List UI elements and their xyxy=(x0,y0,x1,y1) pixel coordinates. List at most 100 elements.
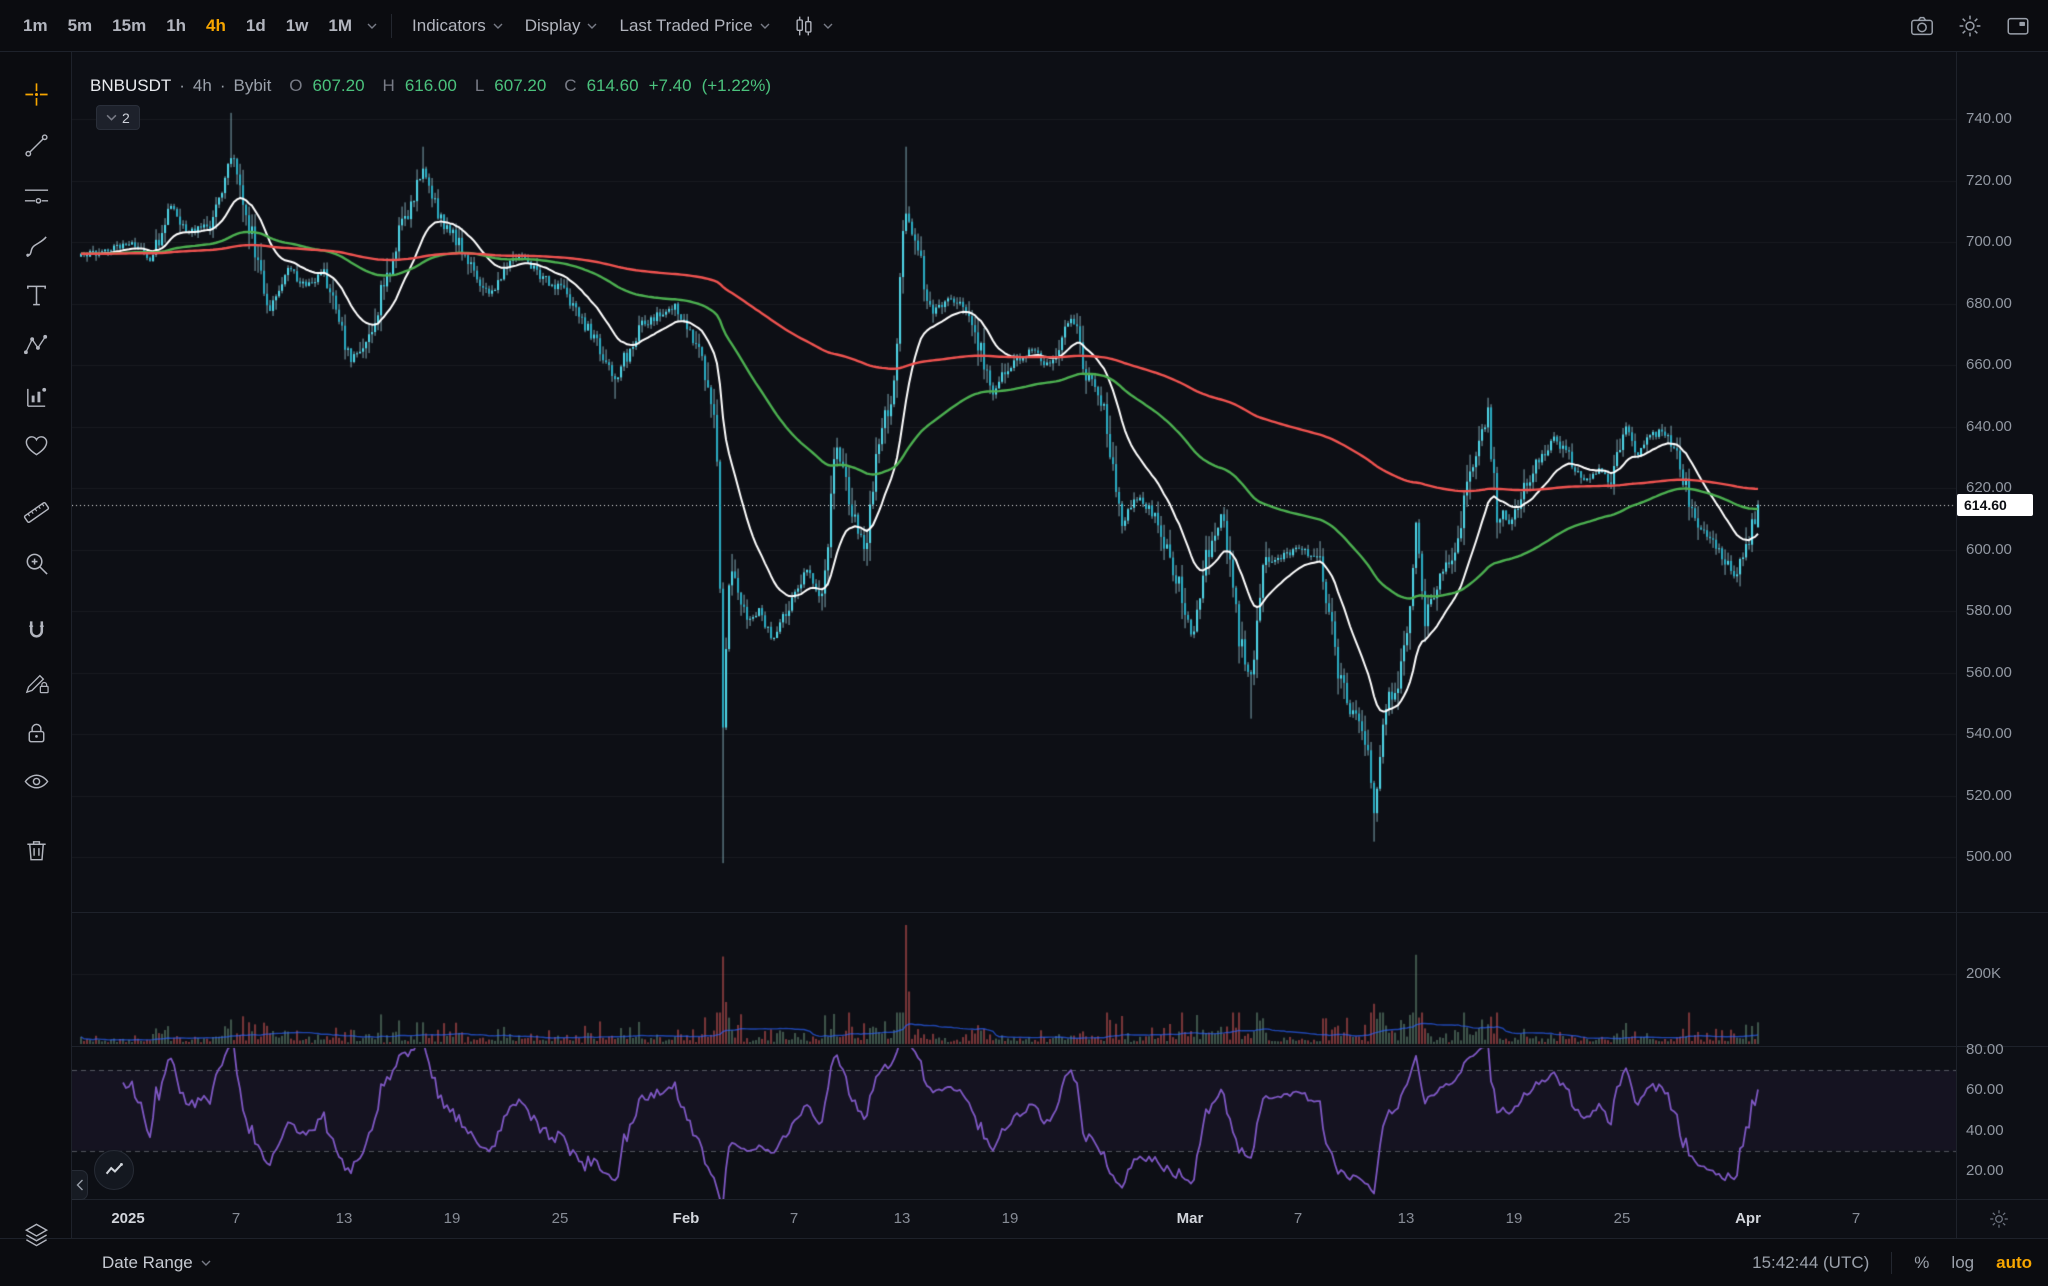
magnet-tool-button[interactable] xyxy=(17,612,55,650)
toolbar-right-group xyxy=(1908,12,2032,40)
price-source-menu-button[interactable]: Last Traded Price xyxy=(609,10,779,42)
interval-4h[interactable]: 4h xyxy=(197,10,235,42)
screenshot-button[interactable] xyxy=(1908,12,1936,40)
chevron-down-icon xyxy=(106,114,117,121)
auto-scale-button[interactable]: auto xyxy=(1996,1252,2032,1272)
edit-lock-icon xyxy=(25,674,49,693)
pane-separator[interactable] xyxy=(72,912,2048,913)
top-toolbar: 1m 5m 15m 1h 4h 1d 1w 1M Indicators Disp… xyxy=(0,0,2048,52)
price-source-menu-label: Last Traded Price xyxy=(619,15,753,35)
separator-dot: · xyxy=(219,76,226,95)
drawing-toolbar xyxy=(0,52,72,1246)
intervals-dropdown-button[interactable] xyxy=(363,17,381,35)
interval-15m[interactable]: 15m xyxy=(103,10,155,42)
interval-1w[interactable]: 1w xyxy=(277,10,318,42)
layers-icon xyxy=(24,1223,48,1246)
tradingview-logo[interactable] xyxy=(94,1150,134,1190)
ruler-icon xyxy=(23,501,49,523)
zoom-icon xyxy=(26,553,48,575)
timezone-clock-button[interactable]: 15:42:44 (UTC) xyxy=(1752,1252,1870,1272)
time-tick-label: 7 xyxy=(231,1210,241,1227)
chart-style-menu-button[interactable] xyxy=(782,8,843,44)
object-tree-tool-button[interactable] xyxy=(17,1215,55,1253)
xabcd-pattern-tool-button[interactable] xyxy=(17,326,55,364)
hide-drawings-tool-button[interactable] xyxy=(17,762,55,800)
workspace: BNBUSDT · 4h · Bybit O 607.20 H 616.00 L… xyxy=(0,52,2048,1246)
symbol-name[interactable]: BNBUSDT xyxy=(90,76,172,95)
percent-scale-button[interactable]: % xyxy=(1914,1252,1930,1272)
magnet-icon xyxy=(28,620,44,637)
lock-all-tool-button[interactable] xyxy=(17,714,55,752)
xabcd-icon xyxy=(23,334,47,354)
volume-tick-label: 200K xyxy=(1966,965,2002,982)
time-tick-label: 13 xyxy=(1397,1210,1415,1227)
price-tick-label: 520.00 xyxy=(1966,786,2012,804)
display-menu-button[interactable]: Display xyxy=(515,10,608,42)
pane-collapse-button[interactable] xyxy=(72,1170,88,1200)
date-range-label: Date Range xyxy=(102,1252,193,1272)
toolbar-left-group: 1m 5m 15m 1h 4h 1d 1w 1M Indicators Disp… xyxy=(14,8,843,44)
price-chart-canvas[interactable] xyxy=(72,52,1956,1199)
interval-1M[interactable]: 1M xyxy=(319,10,361,42)
brush-tool-button[interactable] xyxy=(17,227,55,265)
chart-line-icon xyxy=(105,1162,123,1175)
chevron-down-icon xyxy=(493,23,503,29)
measure-tool-button[interactable] xyxy=(17,493,55,531)
interval-1h[interactable]: 1h xyxy=(157,10,195,42)
trend-line-tool-button[interactable] xyxy=(17,126,55,164)
time-tick-label: 7 xyxy=(1293,1210,1303,1227)
candles-icon xyxy=(796,16,812,35)
divider xyxy=(1891,1251,1893,1274)
time-tick-label: 19 xyxy=(443,1210,461,1227)
open-value: 607.20 xyxy=(312,76,365,95)
brush-icon xyxy=(25,235,47,257)
date-range-button[interactable]: Date Range xyxy=(102,1253,211,1273)
price-tick-label: 580.00 xyxy=(1966,602,2012,619)
price-tick-label: 700.00 xyxy=(1966,233,2012,250)
indicators-menu-button[interactable]: Indicators xyxy=(402,10,513,42)
price-tick-label: 600.00 xyxy=(1966,540,2012,558)
change-percent: (+1.22%) xyxy=(701,76,772,95)
horizontal-line-tool-button[interactable] xyxy=(17,176,55,214)
open-label: O xyxy=(289,76,303,95)
interval-1m[interactable]: 1m xyxy=(14,10,57,42)
time-tick-label: Feb xyxy=(672,1210,700,1227)
rsi-tick-label: 40.00 xyxy=(1966,1121,2004,1139)
indicators-collapse-badge[interactable]: 2 xyxy=(96,105,140,130)
time-axis[interactable]: 2025 7 13 19 25 Feb 7 13 19 Mar 7 13 19 25 Apr 7 xyxy=(72,1199,2048,1238)
interval-1d[interactable]: 1d xyxy=(237,10,275,42)
forecast-tool-button[interactable] xyxy=(17,378,55,416)
emoji-tool-button[interactable] xyxy=(17,426,55,464)
chart-settings-button[interactable] xyxy=(1956,12,1984,40)
time-tick-label: 25 xyxy=(551,1210,569,1227)
remove-drawings-tool-button[interactable] xyxy=(17,831,55,869)
bottom-toolbar: Date Range 15:42:44 (UTC) % log auto xyxy=(0,1238,2048,1286)
price-tick-label: 740.00 xyxy=(1966,110,2012,127)
gear-icon xyxy=(1990,1209,2008,1228)
zoom-in-tool-button[interactable] xyxy=(17,544,55,582)
high-label: H xyxy=(382,76,395,95)
price-axis[interactable]: 740.00 720.00 700.00 680.00 660.00 640.00 620.… xyxy=(1957,52,2048,1199)
time-tick-label: 19 xyxy=(1505,1210,1523,1227)
gear-icon xyxy=(1959,15,1981,36)
time-tick-label: Mar xyxy=(1176,1210,1204,1227)
chevron-down-icon xyxy=(367,23,377,29)
price-tick-label: 680.00 xyxy=(1966,294,2012,312)
crosshair-tool-button[interactable] xyxy=(17,75,55,113)
lock-drawings-tool-button[interactable] xyxy=(17,663,55,701)
time-tick-label: 25 xyxy=(1613,1210,1631,1227)
camera-icon xyxy=(1911,16,1933,35)
pane-separator[interactable] xyxy=(72,1046,2048,1047)
time-axis-settings-button[interactable] xyxy=(1988,1199,2010,1238)
time-tick-label: 2025 xyxy=(111,1210,145,1227)
log-scale-button[interactable]: log xyxy=(1951,1252,1975,1272)
indicators-menu-label: Indicators xyxy=(412,15,486,35)
text-tool-button[interactable] xyxy=(17,276,55,314)
interval-5m[interactable]: 5m xyxy=(59,10,102,42)
rsi-tick-label: 80.00 xyxy=(1966,1041,2004,1058)
fullscreen-button[interactable] xyxy=(2004,12,2032,40)
symbol-interval: 4h xyxy=(192,76,212,95)
trend-line-icon xyxy=(24,133,48,157)
time-tick-label: Apr xyxy=(1735,1210,1761,1227)
